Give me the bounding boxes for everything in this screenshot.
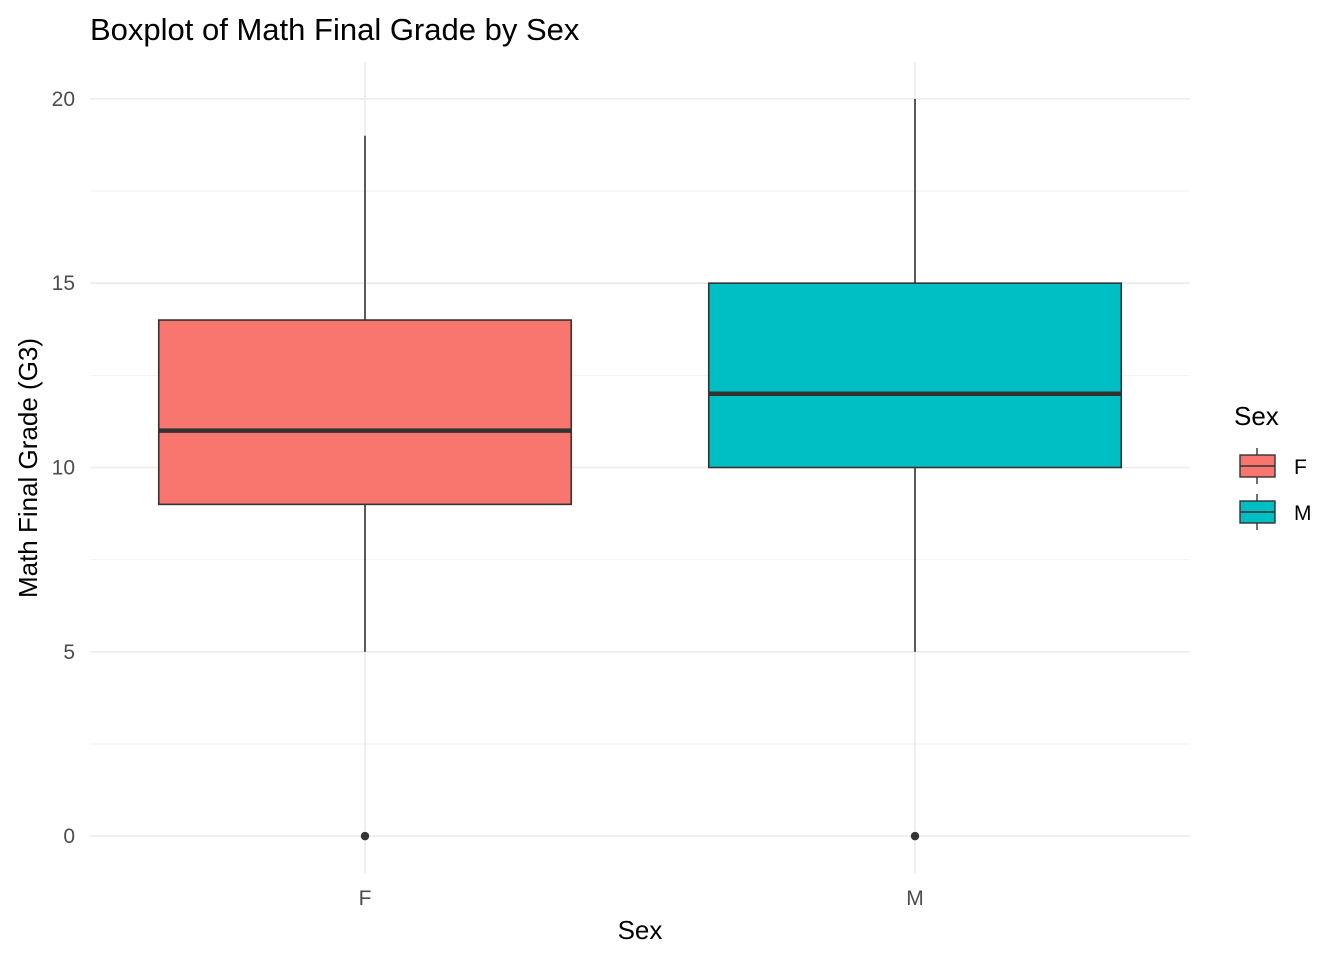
box-F <box>157 135 573 841</box>
y-tick-label: 20 <box>52 88 75 111</box>
x-axis-title: Sex <box>618 915 663 945</box>
box-body <box>157 319 573 506</box>
box-M <box>707 98 1123 841</box>
y-axis-title: Math Final Grade (G3) <box>13 338 43 598</box>
x-tick-label: M <box>906 887 924 910</box>
box-body <box>707 282 1123 469</box>
y-axis-ticks: 0 5 10 15 20 <box>52 88 75 848</box>
outlier-point <box>360 831 370 841</box>
y-tick-label: 5 <box>63 641 75 664</box>
boxes <box>157 98 1123 841</box>
chart-title: Boxplot of Math Final Grade by Sex <box>90 12 580 47</box>
y-tick-label: 15 <box>52 272 75 295</box>
outlier-point <box>910 831 920 841</box>
legend-key-F <box>1239 448 1276 484</box>
legend-label-M: M <box>1294 502 1312 525</box>
legend-title: Sex <box>1234 401 1279 431</box>
x-tick-label: F <box>359 887 372 910</box>
legend-key-M <box>1239 494 1276 530</box>
legend-label-F: F <box>1294 456 1307 479</box>
y-tick-label: 10 <box>52 457 75 480</box>
y-tick-label: 0 <box>63 825 75 848</box>
legend: Sex FM <box>1234 401 1312 530</box>
